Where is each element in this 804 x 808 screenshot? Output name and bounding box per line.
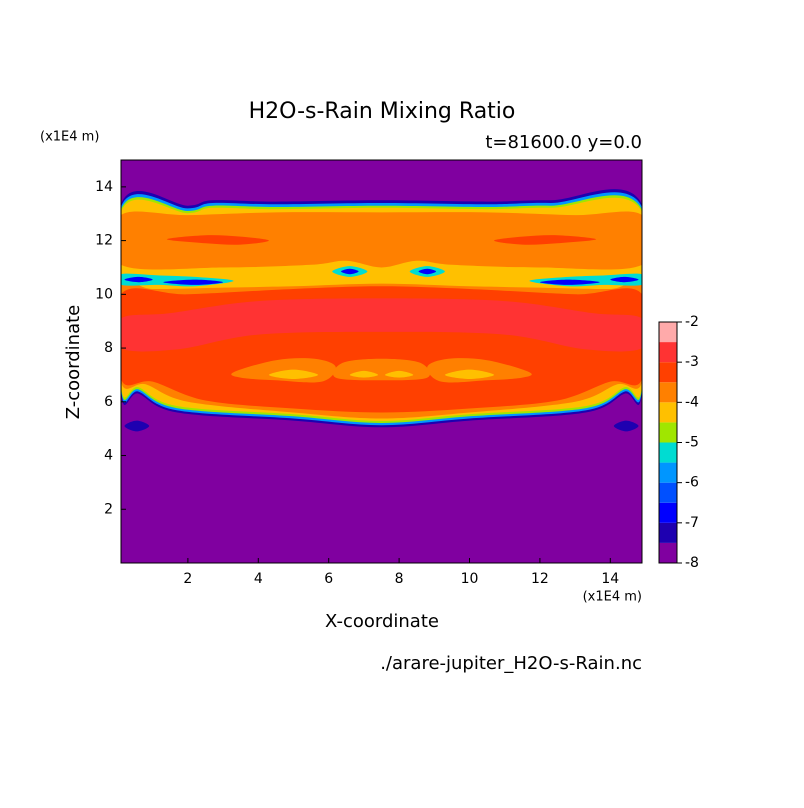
contour-region: [124, 420, 150, 432]
colorbar: -8 -7 -6 -5 -4 -3 -2: [658, 314, 699, 571]
y-axis-label: Z-coordinate: [63, 305, 84, 420]
colorbar-tick-label: -7: [685, 515, 699, 531]
y-tick-label: 14: [95, 179, 113, 195]
x-tick-label: 6: [324, 571, 333, 587]
colorbar-band: [659, 542, 677, 563]
colorbar-tick-label: -5: [685, 435, 699, 451]
x-unit: (x1E4 m): [583, 590, 642, 605]
colorbar-band: [659, 522, 677, 543]
y-tick-label: 2: [104, 501, 113, 517]
contour-region: [268, 369, 319, 379]
colorbar-band: [659, 322, 677, 343]
colorbar-tick-label: -6: [685, 475, 699, 491]
contour-region: [494, 235, 597, 245]
contour-region: [332, 358, 431, 381]
colorbar-tick-label: -8: [685, 555, 699, 571]
x-tick-label: 10: [461, 571, 479, 587]
y-tick-label: 10: [95, 286, 113, 302]
contour-region: [163, 279, 224, 285]
y-tick-label: 6: [104, 394, 113, 410]
x-tick-label: 8: [395, 571, 404, 587]
chart-subtitle: t=81600.0 y=0.0: [485, 132, 642, 153]
x-tick-label: 12: [531, 571, 549, 587]
x-tick-label: 2: [183, 571, 192, 587]
contour-region: [341, 268, 359, 275]
colorbar-band: [659, 482, 677, 503]
colorbar-band: [659, 462, 677, 483]
x-axis-label: X-coordinate: [325, 611, 439, 632]
contour-region: [385, 370, 414, 378]
contour-region: [124, 276, 153, 283]
colorbar-tick-label: -3: [685, 354, 699, 370]
y-unit: (x1E4 m): [40, 130, 99, 145]
colorbar-band: [659, 502, 677, 523]
colorbar-band: [659, 442, 677, 463]
colorbar-tick-label: -4: [685, 394, 699, 410]
colorbar-band: [659, 342, 677, 363]
contour-region: [166, 235, 269, 245]
chart-title: H2O-s-Rain Mixing Ratio: [249, 99, 516, 124]
contour-region: [121, 298, 642, 352]
plot-area: [121, 160, 642, 563]
contour-region: [121, 211, 642, 270]
y-tick-label: 8: [104, 340, 113, 356]
source-file: ./arare-jupiter_H2O-s-Rain.nc: [380, 653, 642, 674]
x-tick-label: 14: [601, 571, 619, 587]
colorbar-tick-label: -2: [685, 314, 699, 330]
x-tick-label: 4: [254, 571, 263, 587]
plot-frame: [120, 159, 643, 564]
colorbar-band: [659, 402, 677, 423]
colorbar-band: [659, 362, 677, 383]
y-tick-label: 12: [95, 233, 113, 249]
contour-region: [444, 369, 495, 379]
y-tick-label: 4: [104, 448, 113, 464]
contour-region: [613, 420, 639, 432]
colorbar-band: [659, 422, 677, 443]
contour-region: [539, 279, 600, 285]
contour-region: [418, 268, 437, 275]
contour-region: [349, 370, 378, 378]
contour-region: [610, 276, 639, 283]
colorbar-band: [659, 382, 677, 403]
